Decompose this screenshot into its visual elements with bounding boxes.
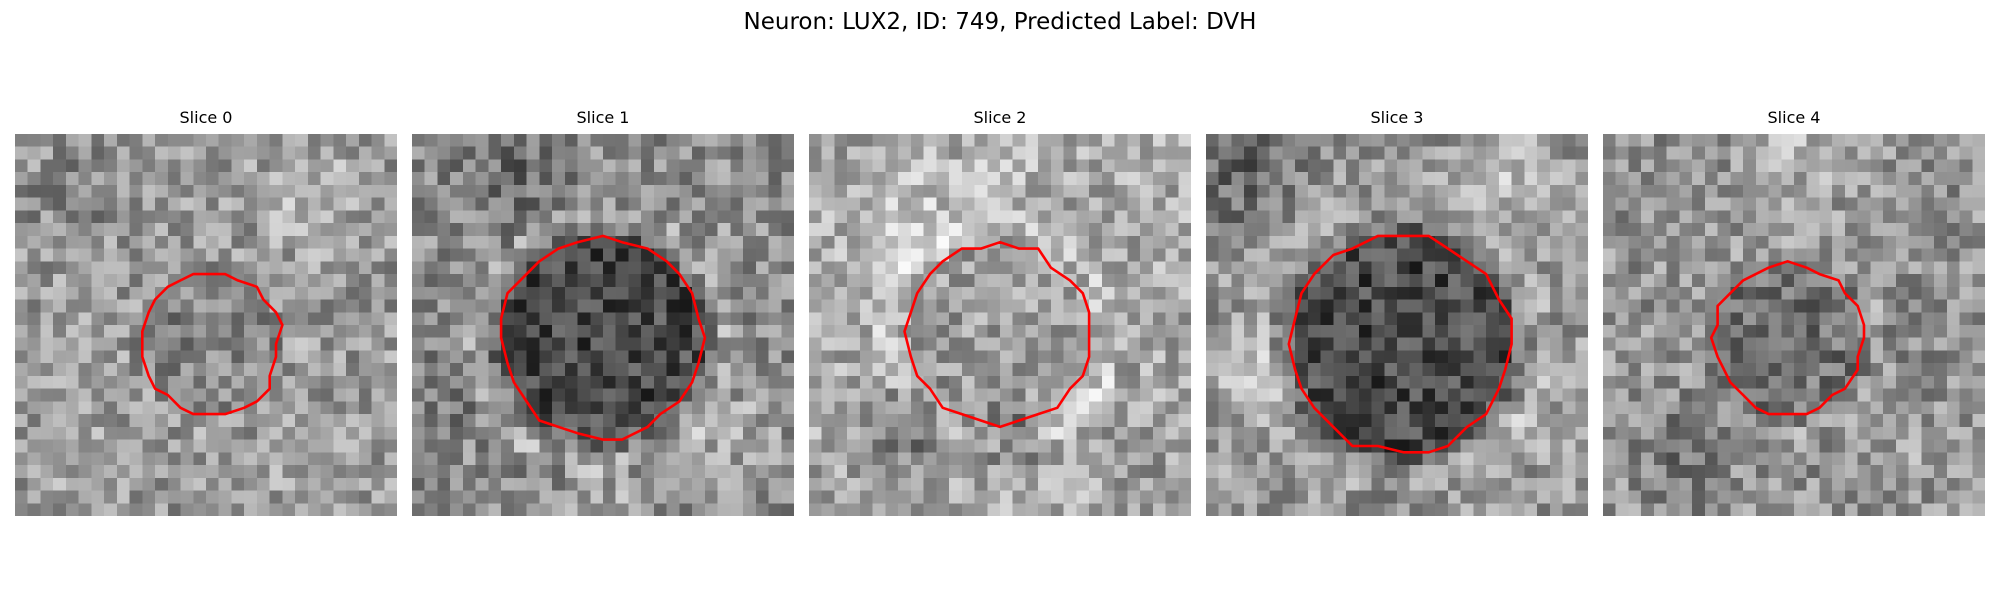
slice-title: Slice 3	[1370, 108, 1424, 127]
slice-panel-0: Slice 0	[15, 108, 397, 516]
slice-title: Slice 0	[179, 108, 233, 127]
slice-title: Slice 2	[973, 108, 1027, 127]
roi-contour	[499, 234, 707, 441]
slice-image-0	[15, 134, 397, 516]
pixel-grid	[1603, 134, 1985, 516]
slice-title: Slice 1	[576, 108, 630, 127]
roi-contour	[141, 272, 284, 416]
slice-panel-2: Slice 2	[809, 108, 1191, 516]
roi-contour	[903, 240, 1091, 429]
slice-image-3	[1206, 134, 1588, 516]
roi-contour	[1287, 234, 1513, 454]
slice-panel-1: Slice 1	[412, 108, 794, 516]
pixel-grid	[1206, 134, 1588, 516]
pixel-grid	[412, 134, 794, 516]
figure-title: Neuron: LUX2, ID: 749, Predicted Label: …	[743, 9, 1257, 35]
slice-panel-3: Slice 3	[1206, 108, 1588, 516]
slice-image-4	[1603, 134, 1985, 516]
pixel-grid	[809, 134, 1191, 516]
slice-title: Slice 4	[1767, 108, 1821, 127]
slice-image-1	[412, 134, 794, 516]
slice-image-2	[809, 134, 1191, 516]
slice-panel-4: Slice 4	[1603, 108, 1985, 516]
roi-contour	[1709, 260, 1866, 416]
pixel-grid	[15, 134, 397, 516]
